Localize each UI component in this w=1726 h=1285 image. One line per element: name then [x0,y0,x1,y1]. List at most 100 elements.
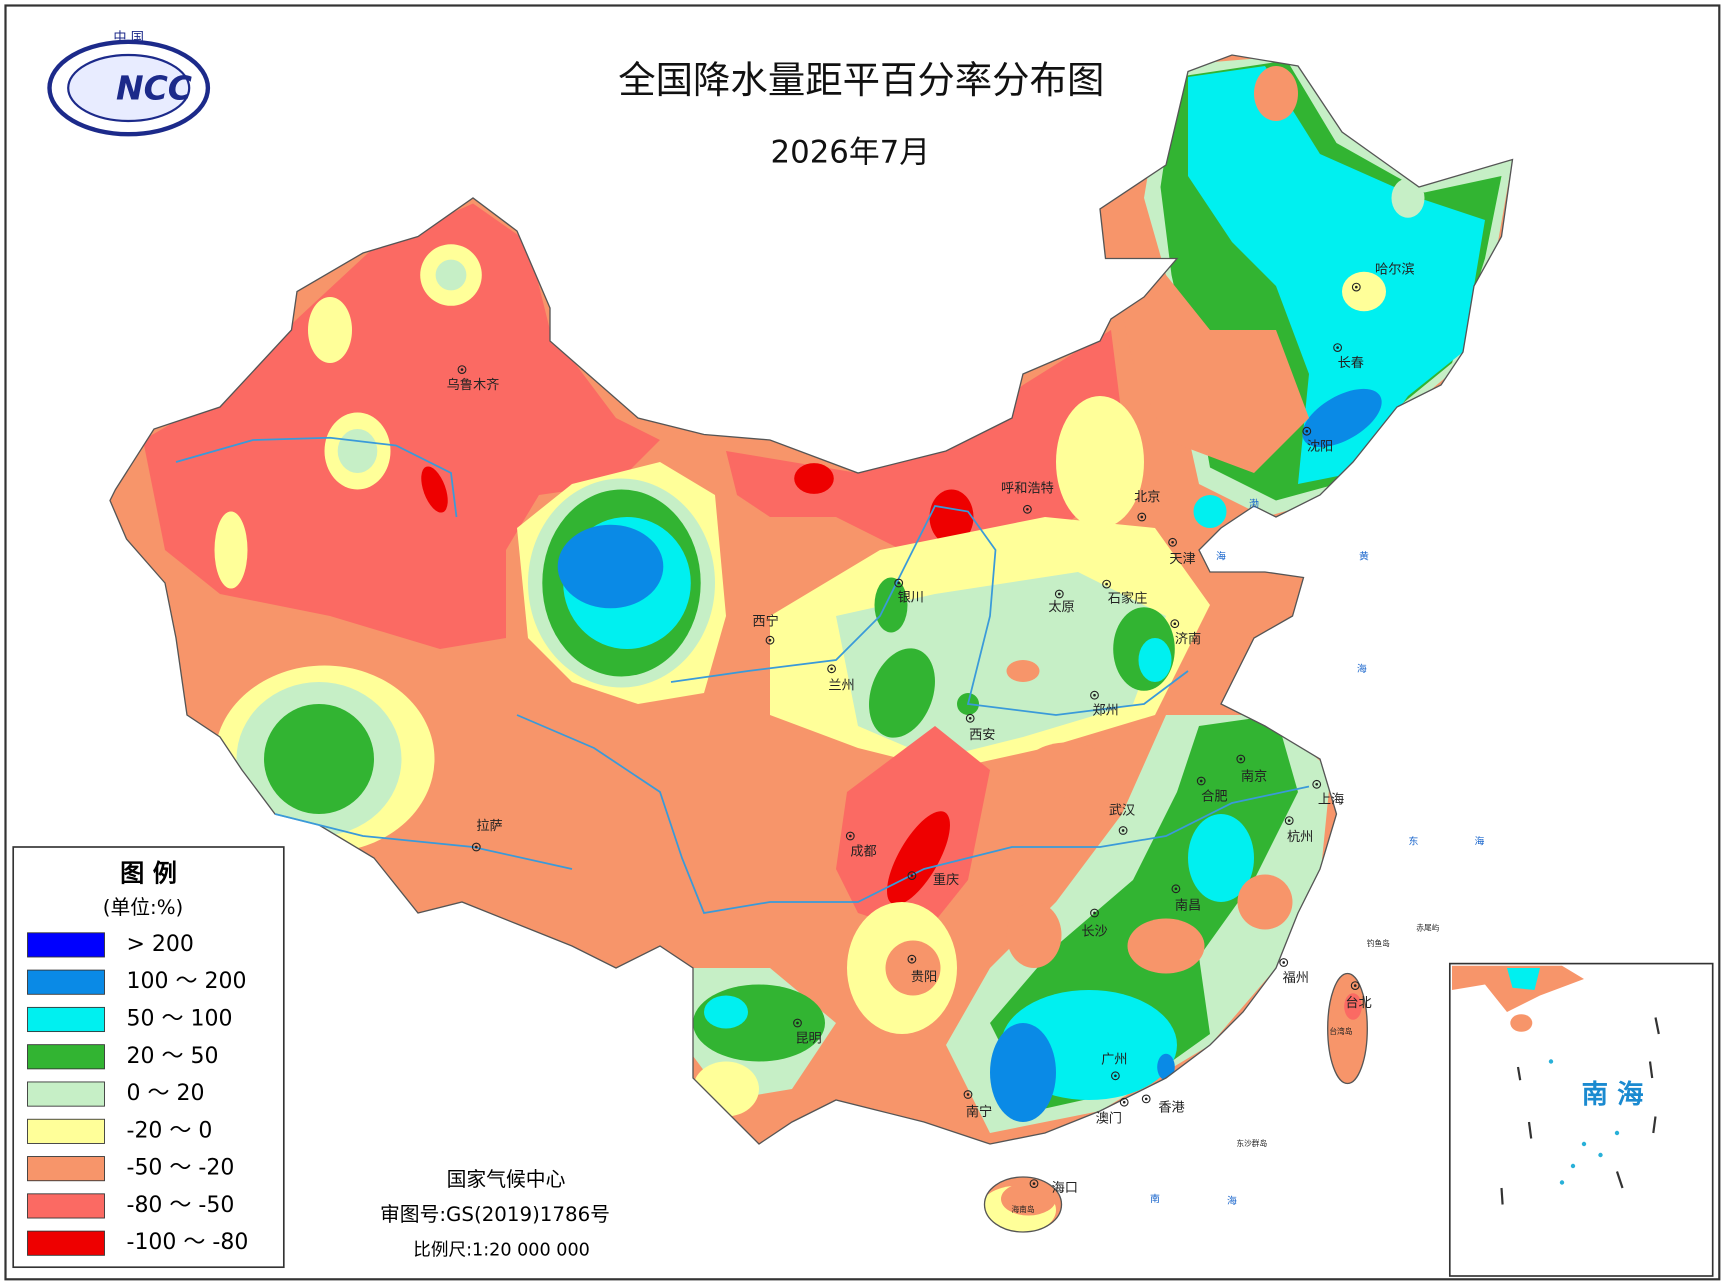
city-label: 银川 [898,589,924,605]
city-label: 天津 [1169,551,1195,567]
city-marker [894,578,904,588]
class-area [1157,1053,1175,1081]
class-area [1188,814,1254,902]
city-marker-dot [1093,911,1096,915]
legend: 图 例 (单位:%) > 200 100 ～ 200 50 ～ 100 20 ～ 50… [12,846,285,1269]
class-area [143,203,660,649]
legend-label: -20 ～ 0 [126,1118,212,1143]
legend-swatch [27,1156,105,1182]
class-area [990,1023,1056,1122]
legend-label: -80 ～ -50 [126,1193,234,1218]
inset-land [1452,965,1584,1012]
class-area [1302,388,1382,448]
city-marker [1090,908,1099,918]
city-label: 西宁 [752,613,778,630]
legend-label: 20 ～ 50 [126,1044,218,1069]
city-marker-dot [768,638,772,642]
city-marker [907,954,917,964]
class-area [1056,396,1144,528]
city-marker-dot [474,845,478,849]
city-label: 合肥 [1201,788,1227,804]
legend-label: -50 ～ -20 [126,1156,234,1181]
legend-swatch [27,932,105,958]
island-label: 台湾岛 [1329,1026,1352,1036]
city-marker-dot [1282,961,1286,964]
class-area [869,648,935,738]
class-area [308,297,352,363]
city-label: 西安 [969,727,995,743]
city-marker [1279,958,1289,967]
footer-scale: 比例尺:1:20 000 000 [413,1241,590,1261]
city-marker [1236,754,1246,764]
class-area [1344,993,1362,1020]
city-marker-dot [1305,429,1309,433]
city-marker-dot [460,368,464,371]
city-marker [963,1090,973,1099]
island-label: 海南岛 [1011,1204,1034,1214]
river [274,813,573,870]
city-marker-dot [1173,622,1177,626]
city-marker [1302,426,1312,436]
logo: 中 国 NCC [47,29,211,137]
class-area [1237,874,1293,930]
class-area [264,704,374,814]
city-marker [1351,282,1361,292]
sea-label: 渤 [1249,497,1259,510]
city-marker [965,713,975,723]
logo-text: NCC [116,69,192,108]
city-marker-dot [796,1021,799,1025]
legend-swatch [27,1044,105,1070]
title: 全国降水量距平百分率分布图 [618,58,1104,102]
city-label: 哈尔滨 [1375,262,1415,278]
city-label: 海口 [1052,1180,1078,1196]
logo-top: 中 国 [113,29,144,45]
class-area [421,466,448,513]
city-marker-dot [897,581,901,585]
city-marker [1333,343,1343,353]
city-label: 杭州 [1287,829,1313,845]
city-marker [1023,504,1032,514]
class-area [874,577,908,633]
city-marker-dot [1140,515,1144,519]
class-area [1006,660,1040,682]
city-marker-dot [1174,887,1178,891]
river [516,714,1310,914]
city-marker-dot [1105,582,1108,586]
class-area [929,489,974,545]
city-marker-dot [1353,984,1357,987]
city-label: 广州 [1101,1051,1127,1067]
inset-dashes [1500,1017,1660,1205]
city-marker-dot [1239,757,1243,761]
city-label: 成都 [850,843,876,859]
city-marker [765,635,775,645]
city-marker [1312,779,1322,789]
city-label: 石家庄 [1108,589,1148,606]
city-marker [1350,981,1360,991]
city-label: 长沙 [1081,924,1107,940]
city-marker-dot [848,834,852,838]
city-marker-dot [1336,346,1339,349]
city-marker [1029,1179,1039,1189]
city-marker [1054,589,1064,599]
city-marker-dot [830,667,833,671]
class-area [1254,66,1298,121]
city-marker-dot [1287,819,1291,822]
city-marker [471,842,481,852]
city-marker-dot [910,874,914,877]
legend-swatch [27,1118,105,1144]
sea-labels: 台湾岛海南岛东沙群岛钓鱼岛赤尾屿渤海 黄海东 海南海 [1011,497,1484,1214]
class-area [1193,495,1227,528]
city-marker-dot [1144,1097,1148,1101]
sea-label: 南 [1150,1192,1160,1205]
inset-island [1510,1014,1533,1032]
city-marker-dot [1122,1100,1126,1104]
sea-label: 海 [1357,662,1367,675]
class-area [836,726,990,935]
city-label: 北京 [1134,489,1160,505]
subtitle: 2026年7月 [771,135,931,171]
legend-label: > 200 [126,932,193,957]
legend-swatch [27,1081,105,1107]
